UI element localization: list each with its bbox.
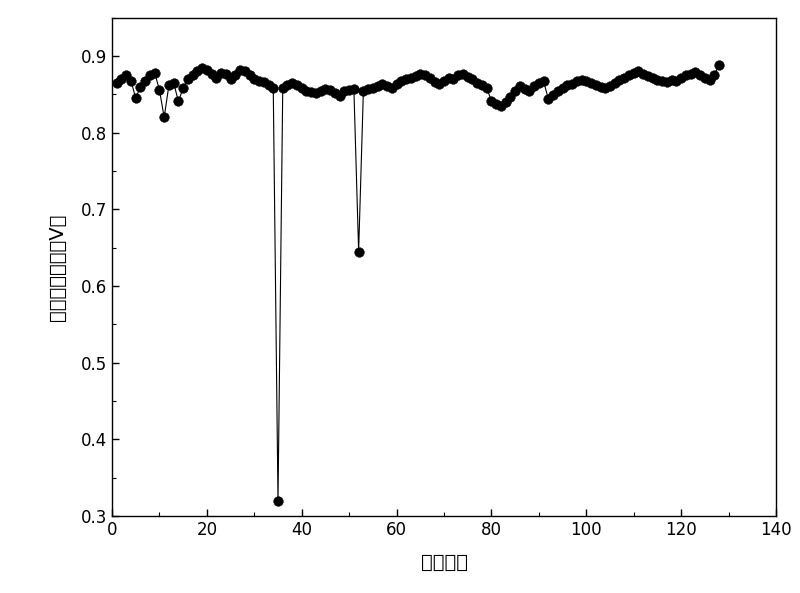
Y-axis label: 电堆单节电压（V）: 电堆单节电压（V）: [48, 213, 67, 321]
X-axis label: 电堆节数: 电堆节数: [421, 553, 467, 572]
